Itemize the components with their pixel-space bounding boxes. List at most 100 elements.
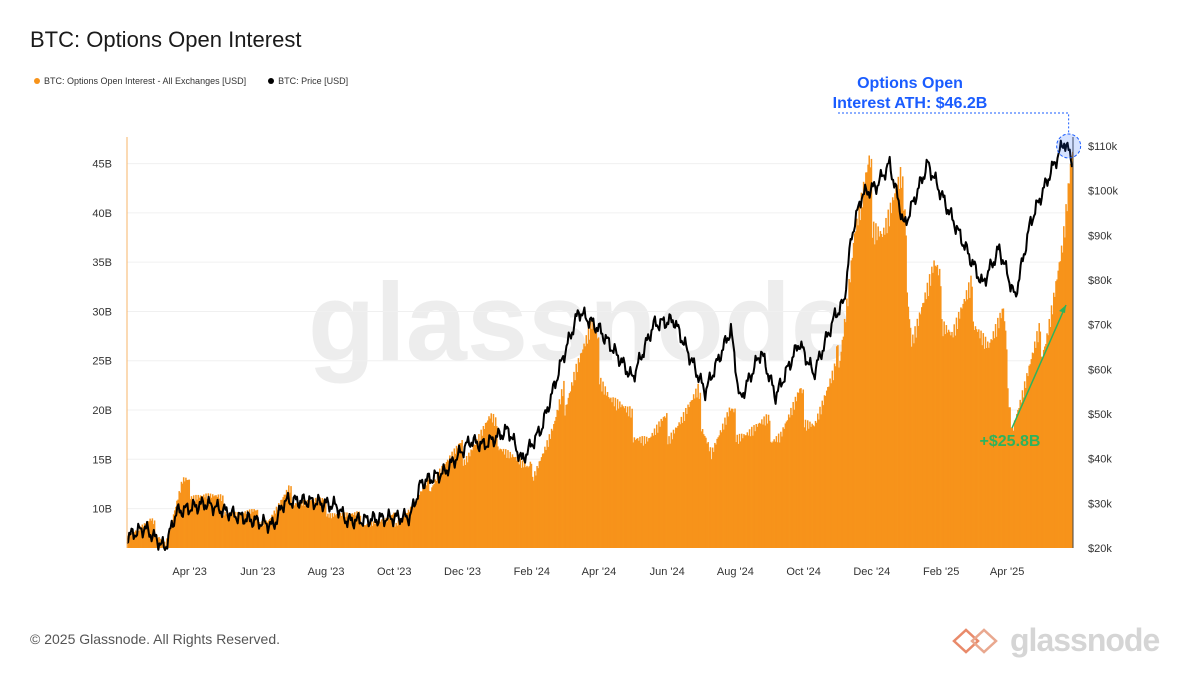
oi-bar: [335, 515, 337, 548]
oi-bar: [942, 336, 944, 548]
oi-bar: [808, 428, 810, 548]
oi-bar: [384, 523, 386, 548]
oi-bar: [330, 518, 333, 548]
oi-bar: [530, 463, 533, 548]
oi-bar: [550, 428, 553, 548]
oi-bar: [576, 372, 579, 548]
oi-bar: [775, 436, 778, 548]
oi-bar: [1041, 358, 1044, 548]
oi-bar: [375, 521, 377, 548]
ath-dashed-leader: [838, 112, 1070, 134]
oi-bar: [959, 318, 961, 548]
oi-bar: [827, 387, 829, 548]
oi-bar: [343, 512, 346, 548]
oi-bar: [482, 425, 485, 548]
oi-bar: [954, 335, 957, 548]
oi-bar: [660, 418, 662, 548]
oi-bar: [360, 525, 363, 548]
oi-bar: [224, 511, 226, 548]
oi-bar: [294, 503, 297, 548]
oi-bar: [681, 422, 684, 548]
oi-bar: [810, 426, 812, 548]
oi-bar: [339, 513, 342, 548]
oi-bar: [356, 511, 358, 548]
oi-bar: [584, 346, 586, 548]
oi-bar: [350, 513, 353, 548]
chart-title: BTC: Options Open Interest: [30, 27, 302, 52]
oi-bar: [184, 481, 186, 548]
oi-bar: [799, 388, 801, 548]
oi-bar: [551, 430, 554, 548]
oi-bar: [186, 480, 188, 548]
oi-bar: [378, 520, 381, 548]
oi-bar: [380, 519, 383, 548]
oi-bar: [890, 213, 893, 549]
y-right-tick-label: $110k: [1088, 141, 1118, 153]
oi-bar: [254, 510, 257, 548]
oi-bar: [296, 503, 299, 548]
oi-bar: [938, 268, 941, 548]
oi-bar: [443, 463, 446, 548]
oi-bar: [609, 398, 611, 548]
oi-bar: [886, 233, 888, 548]
y-right-tick-label: $50k: [1088, 409, 1112, 421]
copyright: © 2025 Glassnode. All Rights Reserved.: [30, 631, 281, 647]
oi-bar: [673, 433, 676, 548]
oi-bar: [300, 500, 302, 548]
oi-bar: [347, 515, 349, 548]
oi-bar: [738, 433, 741, 548]
oi-bar: [925, 299, 928, 548]
legend-item-oi[interactable]: BTC: Options Open Interest - All Exchang…: [34, 76, 246, 86]
oi-bar: [598, 384, 601, 548]
oi-bar: [291, 507, 293, 548]
ath-annotation-line2: Interest ATH: $46.2B: [833, 95, 988, 112]
oi-bar: [1017, 409, 1019, 548]
oi-bar: [301, 505, 303, 548]
oi-bar: [782, 427, 784, 548]
oi-bar: [370, 521, 373, 548]
oi-bar: [532, 480, 535, 548]
oi-bar: [771, 442, 773, 548]
oi-bar: [200, 495, 203, 548]
oi-bar: [659, 426, 661, 548]
oi-bar: [559, 404, 562, 548]
oi-bar: [855, 231, 857, 548]
oi-bar: [227, 513, 230, 548]
oi-bar: [215, 495, 217, 548]
oi-bar: [451, 451, 453, 548]
x-tick-label: Apr '24: [582, 566, 617, 578]
oi-bar: [191, 500, 194, 548]
oi-bar: [358, 511, 361, 548]
x-tick-label: Jun '23: [240, 566, 275, 578]
oi-bar: [172, 514, 175, 548]
oi-bar: [161, 540, 164, 548]
oi-bar: [798, 392, 800, 548]
oi-bar: [190, 496, 193, 548]
oi-bar: [336, 513, 338, 548]
oi-bar: [256, 509, 259, 548]
oi-bar: [833, 363, 836, 548]
price-line: [126, 139, 1073, 551]
oi-bar: [620, 407, 622, 548]
oi-bar: [1046, 333, 1048, 548]
oi-bar: [225, 514, 227, 548]
oi-bar: [471, 450, 473, 548]
oi-bar: [766, 423, 769, 548]
oi-bar: [480, 429, 482, 548]
oi-bar: [650, 436, 652, 548]
oi-bar: [1011, 427, 1014, 548]
oi-bar: [270, 517, 272, 548]
oi-bar: [392, 514, 394, 548]
oi-bar: [978, 329, 980, 548]
oi-bar: [717, 437, 720, 548]
oi-bar: [288, 485, 290, 548]
legend-item-price[interactable]: BTC: Price [USD]: [268, 76, 348, 86]
oi-bar: [269, 519, 271, 548]
oi-bar: [478, 434, 480, 548]
oi-bar: [208, 499, 211, 548]
oi-bar: [1066, 211, 1068, 548]
oi-bar: [528, 466, 531, 548]
oi-bar: [437, 478, 440, 548]
oi-bar: [880, 233, 883, 549]
oi-bar: [345, 516, 347, 548]
